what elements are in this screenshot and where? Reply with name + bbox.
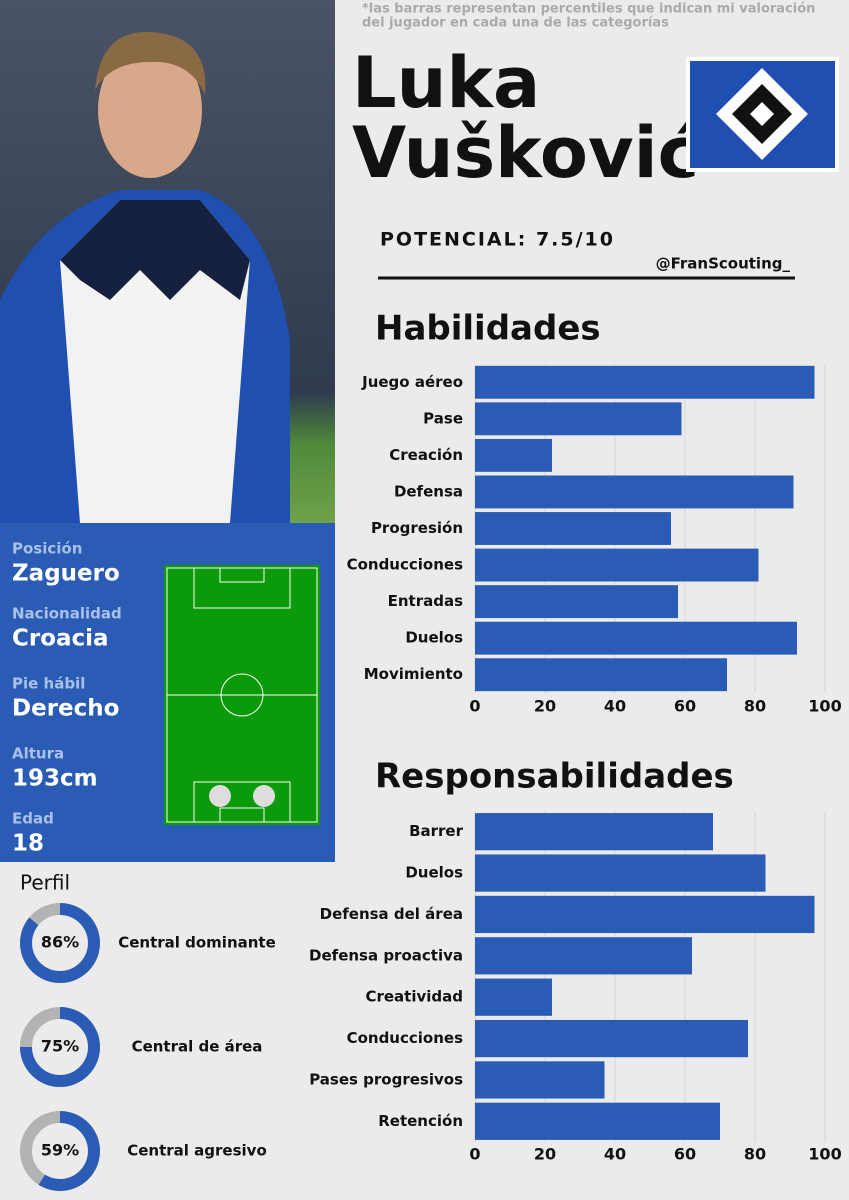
bar — [475, 548, 759, 582]
bar — [475, 365, 815, 399]
handle: @FranScouting_ — [656, 255, 791, 273]
info-value: Croacia — [12, 626, 109, 652]
bar — [475, 438, 552, 472]
donut-value-label: 59% — [41, 1141, 79, 1160]
x-tick-label: 100 — [808, 1145, 841, 1164]
note: del jugador en cada una de las categoría… — [362, 16, 669, 31]
x-tick-label: 20 — [534, 697, 556, 716]
bar — [475, 1102, 720, 1140]
donut-category: Central agresivo — [127, 1142, 267, 1160]
y-tick-label: Defensa proactiva — [309, 946, 463, 964]
chart-title: Habilidades — [375, 309, 601, 349]
x-tick-label: 40 — [604, 697, 626, 716]
first-name: Luka — [352, 42, 540, 124]
y-tick-label: Conducciones — [347, 1029, 463, 1047]
bar — [475, 1061, 605, 1099]
y-tick-label: Progresión — [371, 519, 463, 537]
y-tick-label: Conducciones — [347, 556, 463, 574]
info-value: Zaguero — [12, 561, 120, 587]
bar — [475, 937, 692, 975]
bar — [475, 895, 815, 934]
info-list: Posición Zaguero Nacionalidad Croacia Pie há… — [12, 540, 122, 857]
x-tick-label: 60 — [674, 697, 696, 716]
player-photo — [0, 0, 335, 523]
bar — [475, 475, 794, 509]
bar — [475, 813, 713, 851]
donut-value-label: 86% — [41, 933, 79, 952]
last-name: Vušković — [352, 112, 699, 194]
x-tick-label: 20 — [534, 1145, 556, 1164]
info-label: Nacionalidad — [12, 605, 122, 623]
y-tick-label: Duelos — [405, 864, 463, 882]
x-tick-label: 0 — [469, 1145, 480, 1164]
potential: POTENCIAL: 7.5/10 — [380, 229, 615, 251]
info-value: 193cm — [12, 766, 98, 792]
info-label: Altura — [12, 745, 64, 763]
bar — [475, 402, 682, 436]
y-tick-label: Retención — [378, 1112, 463, 1130]
bar — [475, 978, 552, 1016]
donut-category: Central de área — [132, 1038, 263, 1056]
y-tick-label: Duelos — [405, 629, 463, 647]
x-tick-label: 80 — [744, 697, 766, 716]
donut-value-label: 75% — [41, 1037, 79, 1056]
pitch — [164, 565, 320, 825]
y-tick-label: Juego aéreo — [361, 373, 463, 391]
donut-arc — [20, 903, 100, 983]
info-label: Posición — [12, 540, 82, 558]
donut-category: Central dominante — [118, 934, 276, 952]
chart-title: Responsabilidades — [375, 757, 734, 797]
y-tick-label: Pase — [423, 409, 463, 427]
bar — [475, 658, 727, 692]
donut-arc — [38, 1111, 100, 1191]
y-tick-label: Entradas — [388, 592, 463, 610]
chart-title: Perfil — [20, 871, 70, 895]
x-tick-label: 100 — [808, 697, 841, 716]
y-tick-label: Creación — [389, 446, 463, 464]
bar — [475, 621, 797, 655]
info-label: Pie hábil — [12, 675, 85, 693]
x-tick-label: 60 — [674, 1145, 696, 1164]
bar — [475, 854, 766, 892]
x-tick-label: 0 — [469, 697, 480, 716]
info-label: Edad — [12, 810, 54, 828]
bar — [475, 1019, 748, 1058]
y-tick-label: Defensa — [394, 482, 463, 500]
info-value: Derecho — [12, 696, 119, 722]
y-tick-label: Barrer — [409, 822, 464, 840]
x-tick-label: 40 — [604, 1145, 626, 1164]
club-logo — [686, 57, 839, 172]
y-tick-label: Creatividad — [365, 988, 463, 1006]
y-tick-label: Pases progresivos — [309, 1070, 463, 1088]
x-tick-label: 80 — [744, 1145, 766, 1164]
bar — [475, 585, 678, 619]
note: *las barras representan percentiles que … — [362, 2, 815, 17]
y-tick-label: Movimiento — [364, 665, 463, 683]
bar — [475, 512, 671, 545]
donut-arc — [20, 1007, 100, 1087]
info-value: 18 — [12, 831, 44, 857]
y-tick-label: Defensa del área — [320, 905, 463, 923]
